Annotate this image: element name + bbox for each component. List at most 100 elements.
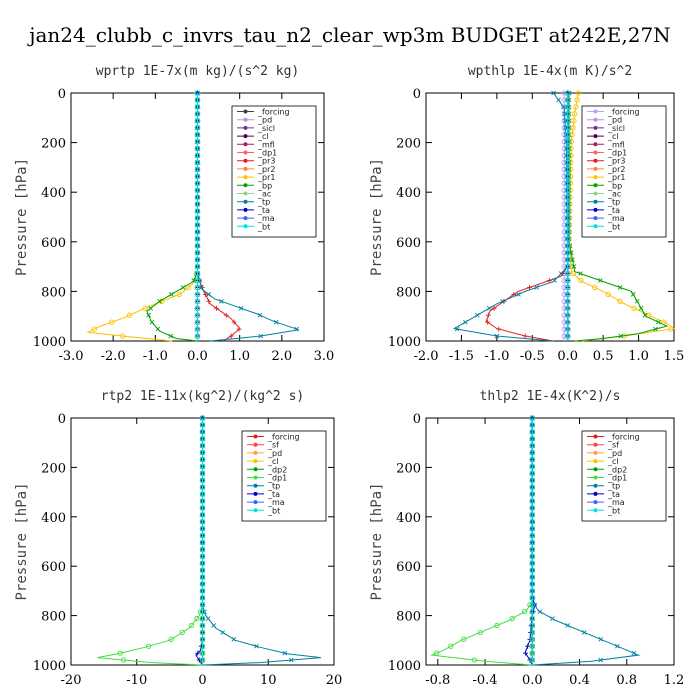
series-point-bp: [634, 299, 640, 304]
series-point-dp1: [188, 622, 194, 629]
series-point-dp1: [145, 643, 152, 649]
x-tick-label: 0.4: [569, 673, 590, 688]
series-point-bt: [565, 166, 571, 173]
series-point-bt: [199, 643, 206, 649]
legend-marker-cl: [593, 134, 598, 139]
series-point-bt: [565, 180, 571, 186]
x-tick-label: 0.0: [187, 349, 208, 364]
series-line-bp: [146, 93, 198, 342]
x-tick-label: -20: [61, 673, 82, 688]
series-point-bt: [194, 270, 201, 277]
legend-label: _tp: [257, 198, 270, 207]
series-point-bt: [529, 512, 535, 518]
series-point-bt: [199, 657, 206, 663]
x-tick-label: 0.0: [557, 349, 578, 364]
series-point-pr1: [185, 284, 191, 291]
legend-label: _dp1: [607, 149, 627, 158]
legend-label: _ta: [267, 490, 280, 499]
legend-marker-cl: [243, 134, 248, 139]
legend-marker-pr1: [243, 175, 248, 180]
series-point-bt: [194, 305, 201, 311]
legend-marker-forcing: [253, 434, 258, 439]
series-point-bt: [194, 125, 201, 131]
x-tick-label: -0.4: [473, 673, 498, 688]
legend-label: _cl: [607, 132, 619, 141]
x-tick-label: 1.0: [628, 349, 649, 364]
legend-marker-forcing: [593, 109, 598, 114]
figure-title: jan24_clubb_c_invrs_tau_n2_clear_wp3m BU…: [27, 23, 670, 47]
x-tick-label: 10: [260, 673, 277, 688]
y-tick-label: 1000: [388, 659, 421, 674]
legend-marker-pd: [243, 117, 248, 122]
series-point-dp1: [168, 636, 174, 642]
legend-label: _forcing: [267, 433, 300, 442]
series-point-bt: [199, 519, 206, 525]
legend-marker-tp: [243, 199, 248, 204]
series-point-bt: [199, 477, 206, 483]
series-point-bt: [199, 560, 206, 566]
series-point-bt: [565, 222, 571, 228]
series-point-dp1: [448, 643, 454, 649]
series-point-tp: [556, 97, 561, 103]
series-point-bt: [565, 250, 571, 256]
legend-marker-sicl: [593, 125, 598, 130]
legend-label: _mfl: [257, 140, 275, 149]
series-point-bt: [199, 532, 206, 539]
series-point-bt: [194, 312, 201, 318]
series-point-pr1: [142, 305, 148, 311]
series-point-pr1: [668, 326, 674, 332]
legend-label: _bt: [607, 506, 620, 515]
legend-marker-bp: [593, 183, 598, 188]
legend-marker-ac: [243, 191, 248, 196]
legend-marker-forcing: [243, 109, 248, 114]
series-point-bt: [194, 222, 201, 228]
series-point-bp: [169, 292, 174, 297]
series-point-bt: [529, 532, 535, 539]
x-tick-label: -2.0: [101, 349, 126, 364]
legend-marker-pr3: [593, 158, 598, 163]
legend-marker-mfl: [593, 142, 598, 147]
series-point-pr3: [202, 291, 208, 297]
series-point-bt: [194, 159, 201, 166]
y-tick-label: 200: [396, 461, 421, 476]
series-point-bp: [146, 312, 151, 318]
series-point-bt: [529, 546, 535, 553]
series-point-tp: [294, 326, 299, 332]
series-point-pr1: [571, 118, 577, 124]
series-point-tp: [211, 623, 216, 628]
series-point-dp1: [179, 629, 185, 636]
y-tick-label: 1000: [33, 659, 66, 674]
series-point-bt: [565, 312, 571, 318]
series-point-bt: [199, 429, 206, 435]
y-tick-label: 0: [413, 412, 421, 427]
series-point-bt: [529, 574, 535, 580]
series-point-bt: [199, 415, 206, 421]
legend-marker-mfl: [243, 142, 248, 147]
series-point-tp: [474, 312, 480, 318]
y-tick-label: 400: [41, 511, 66, 526]
series-point-bt: [529, 615, 535, 622]
series-point-tp: [454, 326, 460, 332]
series-point-bt: [529, 657, 535, 663]
series-point-tp: [516, 292, 521, 297]
legend-marker-tp: [253, 483, 258, 488]
series-point-bt: [194, 97, 201, 103]
series-point-bt: [529, 505, 535, 511]
series-point-bt: [529, 519, 535, 525]
series-point-bt: [565, 333, 571, 339]
legend-label: _pd: [267, 449, 282, 458]
legend-label: _tp: [607, 482, 620, 491]
series-point-tp: [231, 636, 237, 642]
series-point-bt: [565, 132, 571, 138]
series-point-dp1: [509, 615, 515, 622]
series-point-bt: [529, 650, 535, 656]
legend-marker-ma: [253, 500, 258, 505]
series-point-ta: [195, 650, 201, 656]
series-point-bt: [565, 236, 571, 242]
panel-title: wpthlp 1E-4x(m K)/s^2: [468, 64, 632, 79]
legend-marker-dp1: [593, 150, 598, 155]
series-point-pr3: [231, 319, 237, 325]
legend-marker-tp: [593, 199, 598, 204]
series-point-bt: [529, 429, 535, 435]
x-tick-label: -1.0: [484, 349, 509, 364]
